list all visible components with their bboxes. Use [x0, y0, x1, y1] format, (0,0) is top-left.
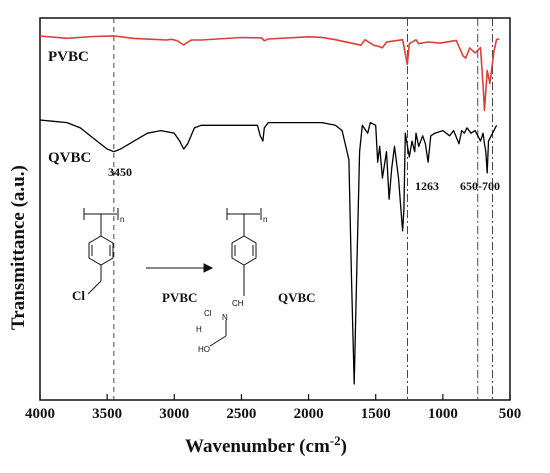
x-axis-ticks: 4000 3500 3000 2500 2000 1500 1000 500	[25, 394, 521, 422]
chem-ho: HO	[198, 345, 210, 354]
chem-ch3: CH	[232, 299, 244, 308]
x-axis-title-paren: )	[341, 436, 347, 457]
chem-n-plus: N	[222, 313, 228, 322]
annotation-lines	[113, 18, 493, 400]
chem-n-right: n	[263, 215, 267, 224]
pvbc-structure	[83, 208, 119, 295]
series-group	[39, 35, 500, 385]
x-tick-label: 3000	[159, 406, 189, 422]
x-tick-label: 3500	[92, 406, 122, 422]
annotation-label-1263: 1263	[415, 179, 439, 193]
reaction-arrowhead	[203, 263, 214, 273]
series-line-pvbc	[39, 35, 500, 112]
annotation-label-650-700: 650-700	[460, 179, 500, 193]
x-tick-label: 1500	[361, 406, 391, 422]
chem-cl-left: Cl	[72, 288, 85, 303]
chem-qvbc-label: QVBC	[278, 290, 316, 305]
series-label-qvbc: QVBC	[48, 150, 91, 166]
annotation-label-3450: 3450	[108, 165, 132, 179]
x-tick-label: 2000	[294, 406, 324, 422]
series-line-qvbc	[39, 119, 498, 385]
series-label-pvbc: PVBC	[48, 49, 89, 65]
x-tick-label: 4000	[25, 406, 55, 422]
x-axis-title: Wavenumber (cm-2)	[185, 433, 347, 457]
chem-h3c: H	[196, 325, 202, 334]
y-axis-title: Transmittance (a.u.)	[8, 165, 29, 330]
x-tick-label: 500	[499, 406, 522, 422]
qvbc-structure	[209, 208, 262, 347]
x-tick-label: 2500	[226, 406, 256, 422]
x-tick-label: 1000	[428, 406, 458, 422]
chem-n-left: n	[120, 215, 124, 224]
x-axis-title-sup: -2	[330, 433, 341, 448]
reaction-scheme	[83, 208, 262, 347]
plot-frame	[39, 17, 511, 401]
x-axis-title-main: Wavenumber (cm	[185, 436, 330, 457]
chem-counter-ion: Cl	[204, 309, 212, 318]
chem-pvbc-label: PVBC	[162, 290, 197, 305]
